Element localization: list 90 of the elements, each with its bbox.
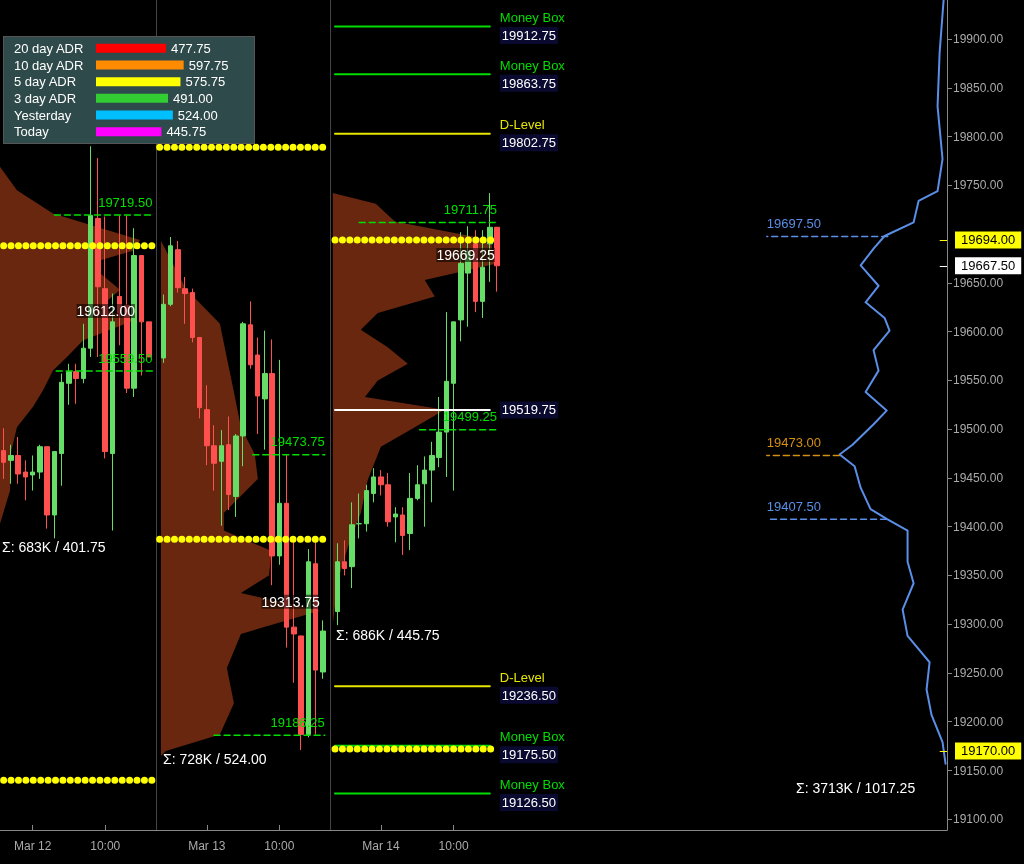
candlestick (66, 363, 72, 406)
candlestick (37, 444, 43, 480)
series-label: Money Box (499, 10, 566, 26)
series-label: 19719.50 (98, 194, 153, 210)
series-label: Money Box (499, 776, 566, 792)
y-tick-label: 20 day ADR (14, 40, 84, 56)
data-label: 491.00 (173, 90, 213, 106)
bar (96, 127, 162, 137)
candlestick (23, 459, 28, 501)
y-tick-label: 19550.00 (953, 373, 1004, 388)
candlestick (407, 472, 413, 551)
candlestick (262, 330, 268, 451)
x-tick-label: Mar 13 (188, 839, 226, 853)
candlestick (81, 323, 86, 384)
data-label: 19802.75 (501, 135, 557, 151)
candlestick (73, 363, 79, 405)
candlestick (1, 427, 6, 480)
data-label: 19236.50 (501, 687, 557, 703)
y-tick-label: 3 day ADR (14, 90, 77, 106)
candlestick (30, 454, 35, 492)
y-tick-label: 19450.00 (953, 470, 1004, 485)
data-label: 19175.50 (501, 747, 557, 763)
candlestick (59, 373, 64, 487)
bar (96, 77, 181, 87)
y-tick-label: Today (14, 124, 50, 140)
y-tick-label: 19850.00 (953, 80, 1004, 95)
y-tick-label: 19150.00 (953, 763, 1004, 778)
y-tick-label: 19800.00 (953, 129, 1004, 144)
y-tick-label: 19350.00 (953, 568, 1004, 583)
bar (96, 93, 169, 103)
y-tick-label: 5 day ADR (14, 74, 77, 90)
annotation: Σ: 3713K / 1017.25 (796, 780, 916, 796)
data-label: 597.75 (188, 57, 229, 73)
y-tick-label: 10 day ADR (14, 57, 84, 73)
data-label: 477.75 (171, 40, 211, 56)
candlestick (255, 336, 260, 435)
series-label: D-Level (499, 669, 545, 685)
candlestick (52, 451, 57, 539)
series-label: 19473.00 (766, 434, 822, 450)
candlestick (393, 506, 398, 543)
y-tick-label: 19750.00 (953, 178, 1004, 193)
candlestick (44, 446, 50, 530)
x-tick-label: 10:00 (90, 839, 121, 853)
data-label: 19863.75 (501, 75, 557, 91)
candlestick (197, 336, 202, 419)
candlestick (226, 415, 231, 511)
candlestick (400, 506, 405, 556)
data-label: 19313.75 (261, 593, 321, 610)
x-tick-label: Mar 12 (13, 839, 52, 853)
data-label: 19126.50 (501, 794, 557, 810)
y-tick-label: 19650.00 (953, 275, 1004, 290)
x-tick-label: 10:00 (438, 839, 469, 853)
data-label: 445.75 (166, 124, 207, 140)
candlestick (422, 455, 427, 528)
y-tick-label: 19500.00 (953, 422, 1004, 437)
data-label: 19669.25 (436, 247, 495, 264)
ref-line-label: 19694.00 (961, 232, 1016, 248)
series-label: 19407.50 (766, 498, 822, 514)
candlestick (15, 436, 21, 485)
y-tick-label: 19200.00 (953, 714, 1004, 729)
candlestick (415, 464, 420, 501)
annotation: Σ: 686K / 445.75 (336, 627, 440, 643)
annotation: Σ: 683K / 401.75 (2, 539, 106, 555)
x-tick-label: Mar 14 (362, 839, 400, 853)
y-tick-label: 19600.00 (953, 324, 1004, 339)
data-label: 575.75 (185, 74, 226, 90)
series-label: D-Level (499, 117, 545, 133)
data-label: 19519.75 (501, 402, 557, 418)
data-label: 19912.75 (501, 28, 557, 44)
bar (96, 60, 184, 70)
series-label: Money Box (499, 57, 566, 73)
candlestick (8, 444, 14, 485)
annotation: Σ: 728K / 524.00 (163, 751, 267, 767)
ref-line-label: 19667.50 (961, 258, 1016, 274)
y-tick-label: 19250.00 (953, 665, 1004, 680)
ref-line-label: 19170.00 (961, 743, 1016, 759)
y-tick-label: 19400.00 (953, 519, 1004, 534)
y-tick-label: 19100.00 (953, 812, 1004, 827)
candlestick (219, 429, 224, 527)
bar (96, 110, 173, 120)
data-label: 524.00 (177, 107, 218, 123)
y-tick-label: 19900.00 (953, 32, 1004, 47)
x-tick-label: 10:00 (264, 839, 295, 853)
bar (96, 43, 167, 53)
candlestick (248, 300, 253, 370)
series-label: Money Box (499, 729, 566, 745)
data-label: 19612.00 (76, 302, 136, 319)
y-tick-label: 19300.00 (953, 617, 1004, 632)
y-tick-label: Yesterday (14, 107, 72, 123)
series-label: 19697.50 (766, 216, 822, 232)
